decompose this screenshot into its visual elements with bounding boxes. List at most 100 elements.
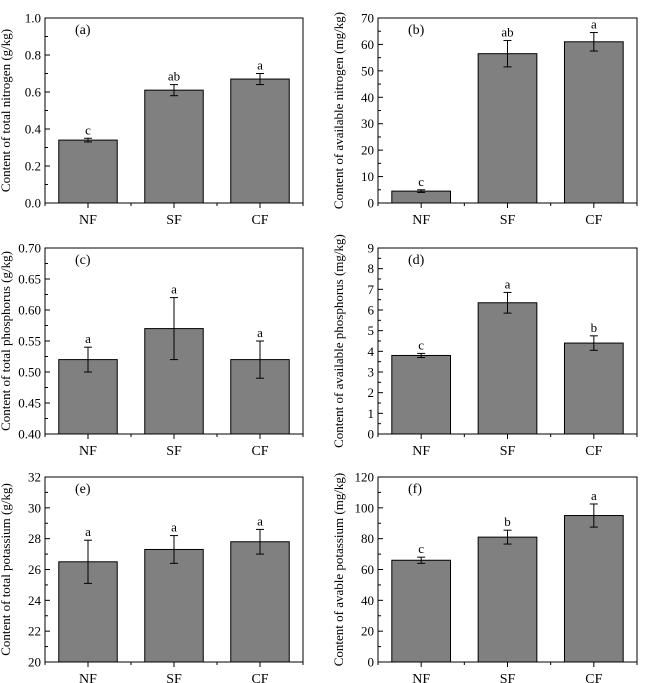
y-tick-label: 0 bbox=[368, 196, 375, 211]
y-axis-title: Content of available phosphorus (mg/kg) bbox=[331, 234, 346, 448]
bar-cf bbox=[563, 41, 624, 204]
y-tick-label: 0.55 bbox=[18, 334, 41, 349]
y-axis-title: Content of available nitrogen (mg/kg) bbox=[331, 12, 346, 209]
y-tick-label: 20 bbox=[28, 655, 41, 670]
bar-nf bbox=[391, 559, 452, 663]
y-tick-label: 0.50 bbox=[18, 365, 41, 380]
panel-label: (f) bbox=[408, 482, 422, 497]
y-tick-label: 80 bbox=[361, 531, 374, 546]
y-tick-label: 1 bbox=[368, 406, 375, 421]
significance-label: a bbox=[257, 58, 263, 73]
bar-sf bbox=[477, 302, 538, 435]
significance-label: a bbox=[257, 513, 263, 528]
y-tick-label: 0.4 bbox=[25, 122, 42, 137]
significance-label: a bbox=[257, 325, 263, 340]
y-tick-label: 0 bbox=[368, 427, 375, 442]
bar-cf bbox=[563, 342, 624, 435]
bar-cf bbox=[563, 515, 624, 663]
x-tick-label: SF bbox=[166, 213, 182, 228]
y-tick-label: 120 bbox=[355, 470, 375, 485]
x-tick-label: CF bbox=[585, 213, 602, 228]
y-axis-title: Content of total phosphorus (g/kg) bbox=[0, 251, 13, 431]
significance-label: b bbox=[591, 320, 598, 335]
panel-label: (e) bbox=[75, 482, 91, 497]
y-tick-label: 60 bbox=[361, 37, 374, 52]
x-tick-label: NF bbox=[412, 444, 430, 459]
significance-label: a bbox=[505, 276, 511, 291]
panel-label: (d) bbox=[408, 253, 425, 268]
y-tick-label: 0.6 bbox=[25, 85, 42, 100]
x-tick-label: SF bbox=[166, 672, 182, 683]
x-tick-label: SF bbox=[166, 444, 182, 459]
bar-sf bbox=[144, 548, 204, 663]
panel-label: (a) bbox=[75, 23, 91, 38]
y-tick-label: 30 bbox=[361, 116, 374, 131]
x-tick-label: CF bbox=[585, 672, 602, 683]
x-tick-label: CF bbox=[251, 444, 268, 459]
y-tick-label: 32 bbox=[28, 470, 41, 485]
bar-cf bbox=[230, 78, 290, 204]
y-tick-label: 0 bbox=[368, 655, 375, 670]
x-tick-label: NF bbox=[79, 213, 97, 228]
bar-sf bbox=[144, 89, 204, 204]
y-tick-label: 40 bbox=[361, 593, 374, 608]
y-tick-label: 3 bbox=[368, 365, 375, 380]
y-tick-label: 28 bbox=[28, 531, 41, 546]
y-tick-label: 9 bbox=[368, 241, 375, 256]
y-tick-label: 0.0 bbox=[25, 196, 41, 211]
x-tick-label: NF bbox=[79, 444, 97, 459]
y-tick-label: 20 bbox=[361, 143, 374, 158]
bar-sf bbox=[477, 536, 538, 663]
y-tick-label: 0.65 bbox=[18, 272, 41, 287]
significance-label: a bbox=[171, 520, 177, 535]
y-tick-label: 40 bbox=[361, 90, 374, 105]
x-tick-label: NF bbox=[412, 213, 430, 228]
bar-cf bbox=[230, 541, 290, 663]
y-tick-label: 0.45 bbox=[18, 396, 41, 411]
y-tick-label: 20 bbox=[361, 624, 374, 639]
significance-label: c bbox=[418, 337, 424, 352]
x-tick-label: CF bbox=[251, 213, 268, 228]
y-tick-label: 2 bbox=[368, 385, 375, 400]
x-tick-label: NF bbox=[79, 672, 97, 683]
significance-label: a bbox=[85, 524, 91, 539]
bar-sf bbox=[477, 53, 538, 204]
significance-label: a bbox=[591, 17, 597, 32]
y-tick-label: 0.8 bbox=[25, 48, 41, 63]
significance-label: a bbox=[591, 488, 597, 503]
y-axis-title: Content of total nitrogen (g/kg) bbox=[0, 29, 13, 192]
significance-label: c bbox=[418, 541, 424, 556]
x-tick-label: SF bbox=[500, 672, 516, 683]
x-tick-label: SF bbox=[500, 444, 516, 459]
y-tick-label: 0.40 bbox=[18, 427, 41, 442]
x-tick-label: SF bbox=[500, 213, 516, 228]
x-tick-label: CF bbox=[585, 444, 602, 459]
significance-label: b bbox=[504, 514, 511, 529]
y-axis-title: Content of avable potassium (mg/kg) bbox=[331, 473, 346, 667]
y-tick-label: 0.2 bbox=[25, 159, 41, 174]
y-tick-label: 24 bbox=[28, 593, 42, 608]
y-tick-label: 26 bbox=[28, 562, 42, 577]
y-tick-label: 6 bbox=[368, 303, 375, 318]
bar-nf bbox=[58, 139, 118, 204]
x-tick-label: CF bbox=[251, 672, 268, 683]
y-tick-label: 7 bbox=[368, 282, 375, 297]
panel-label: (b) bbox=[408, 23, 425, 38]
significance-label: c bbox=[418, 174, 424, 189]
y-tick-label: 4 bbox=[368, 344, 375, 359]
y-tick-label: 22 bbox=[28, 624, 41, 639]
significance-label: a bbox=[171, 282, 177, 297]
y-tick-label: 100 bbox=[355, 500, 375, 515]
y-tick-label: 0.70 bbox=[18, 241, 41, 256]
bar-nf bbox=[391, 354, 452, 435]
y-tick-label: 0.60 bbox=[18, 303, 41, 318]
significance-label: ab bbox=[501, 24, 513, 39]
y-tick-label: 50 bbox=[361, 63, 374, 78]
y-tick-label: 60 bbox=[361, 562, 374, 577]
y-tick-label: 5 bbox=[368, 323, 375, 338]
y-axis-title: Content of total potassium (g/kg) bbox=[0, 483, 13, 656]
panel-label: (c) bbox=[75, 253, 91, 268]
significance-label: a bbox=[85, 331, 91, 346]
x-tick-label: NF bbox=[412, 672, 430, 683]
